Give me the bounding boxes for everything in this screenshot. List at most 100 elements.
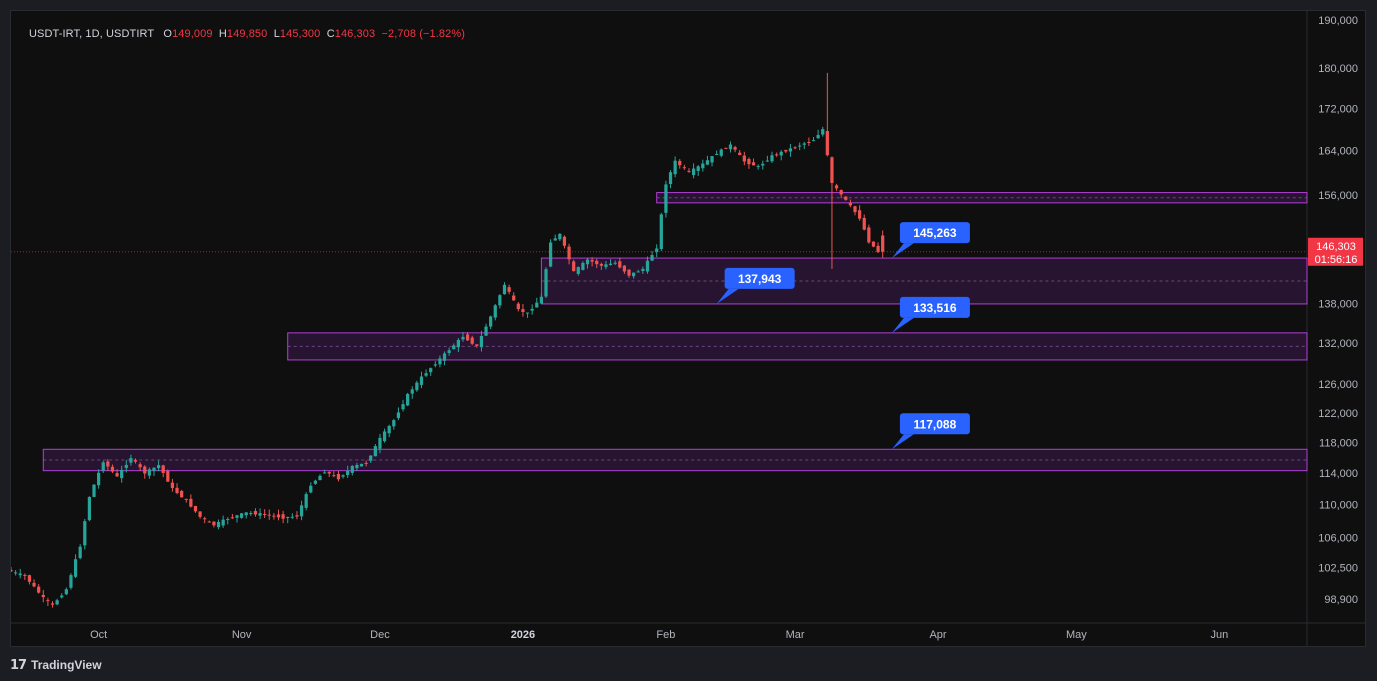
price-axis-label: 98,900: [1324, 594, 1358, 606]
candle-body: [452, 345, 456, 350]
callout-label: 137,943: [738, 272, 782, 286]
candle-body: [355, 464, 359, 469]
time-axis-label: Nov: [232, 629, 252, 641]
candle-body: [853, 206, 857, 213]
time-axis-label: May: [1066, 629, 1087, 641]
candle-body: [738, 152, 742, 156]
callout-box: [899, 413, 970, 435]
candle-body: [156, 465, 161, 469]
candle-body: [429, 368, 433, 373]
candle-body: [807, 141, 811, 143]
candle-body: [710, 156, 714, 163]
candle-body: [239, 513, 244, 518]
candle-body: [475, 344, 479, 346]
candle-body: [627, 269, 631, 276]
candle-body: [11, 569, 13, 572]
candle-body: [235, 515, 239, 518]
candle-body: [839, 190, 843, 195]
candle-body: [207, 521, 211, 523]
candle-body: [742, 155, 746, 162]
candle-body: [867, 227, 871, 243]
candle-body: [249, 513, 253, 515]
candle-body: [175, 487, 179, 494]
price-axis-label: 132,000: [1318, 338, 1358, 350]
callout-label: 133,516: [913, 301, 957, 315]
candle-body: [470, 337, 474, 344]
candle-body: [286, 516, 290, 518]
candle-body: [673, 160, 677, 175]
candle-body: [655, 248, 659, 253]
candle-body: [101, 462, 105, 471]
candle-body: [447, 350, 451, 353]
candle-body: [60, 595, 64, 598]
candle-body: [572, 261, 576, 272]
candle-body: [110, 466, 115, 472]
branding[interactable]: 17 TradingView: [10, 656, 102, 674]
candle-body: [295, 515, 299, 517]
candle-body: [751, 162, 756, 166]
candle-body: [821, 129, 825, 135]
candle-body: [562, 236, 567, 246]
high-value: 149,850: [226, 28, 268, 40]
change-value: −2,708 (−1.82%): [381, 28, 465, 40]
chart-frame[interactable]: 190,000180,000172,000164,000156,000148,0…: [10, 10, 1366, 647]
price-axis-label: 180,000: [1318, 63, 1358, 75]
candle-body: [378, 437, 382, 449]
candle-body: [682, 167, 686, 169]
symbol-name: USDT-IRT, 1D, USDTIRT: [29, 28, 154, 40]
candle-body: [129, 458, 133, 463]
candle-body: [78, 546, 82, 559]
candle-body: [106, 461, 110, 467]
candle-body: [147, 469, 151, 476]
tradingview-logo-icon: 17: [10, 657, 27, 673]
callout-box: [899, 296, 970, 318]
candle-body: [525, 312, 530, 314]
candle-body: [92, 484, 96, 497]
price-axis-label: 106,000: [1318, 533, 1358, 545]
candle-body: [788, 148, 793, 152]
candle-body: [415, 382, 419, 391]
time-axis-label: Feb: [656, 629, 675, 641]
callout-pointer: [891, 243, 914, 259]
price-axis-label: 122,000: [1318, 408, 1358, 420]
candle-body: [622, 265, 627, 272]
callout-box: [899, 222, 970, 244]
candle-body: [276, 514, 281, 518]
candle-body: [798, 145, 802, 147]
candle-body: [170, 482, 175, 488]
candle-body: [793, 147, 797, 149]
candle-body: [226, 518, 230, 520]
candle-body: [143, 466, 147, 474]
candle-body: [382, 431, 387, 442]
candle-body: [512, 295, 516, 301]
time-axis-label: Dec: [370, 629, 390, 641]
candle-body: [198, 511, 202, 517]
candle-body: [230, 517, 234, 519]
candle-body: [364, 462, 368, 464]
callout-label: 117,088: [914, 417, 957, 431]
candle-body: [55, 600, 59, 605]
candle-body: [756, 166, 760, 168]
candle-body: [567, 246, 571, 260]
candle-body: [687, 170, 691, 172]
candle-body: [770, 155, 774, 162]
candle-body: [816, 135, 820, 139]
candle-body: [632, 272, 636, 277]
candle-body: [406, 393, 410, 406]
candle-body: [585, 259, 590, 265]
candle-body: [664, 184, 668, 213]
candle-body: [73, 559, 78, 577]
price-axis-label: 110,000: [1319, 500, 1358, 512]
candle-body: [765, 160, 769, 162]
candle-body: [313, 480, 318, 484]
candle-body: [802, 143, 806, 145]
candlestick-chart[interactable]: 190,000180,000172,000164,000156,000148,0…: [11, 11, 1365, 646]
open-label: O: [163, 28, 173, 40]
candle-body: [456, 339, 460, 348]
candle-body: [719, 149, 723, 156]
candle-body: [299, 505, 304, 517]
candle-body: [318, 475, 322, 481]
candle-body: [50, 603, 55, 605]
candle-body: [64, 589, 68, 595]
candle-body: [46, 600, 50, 602]
